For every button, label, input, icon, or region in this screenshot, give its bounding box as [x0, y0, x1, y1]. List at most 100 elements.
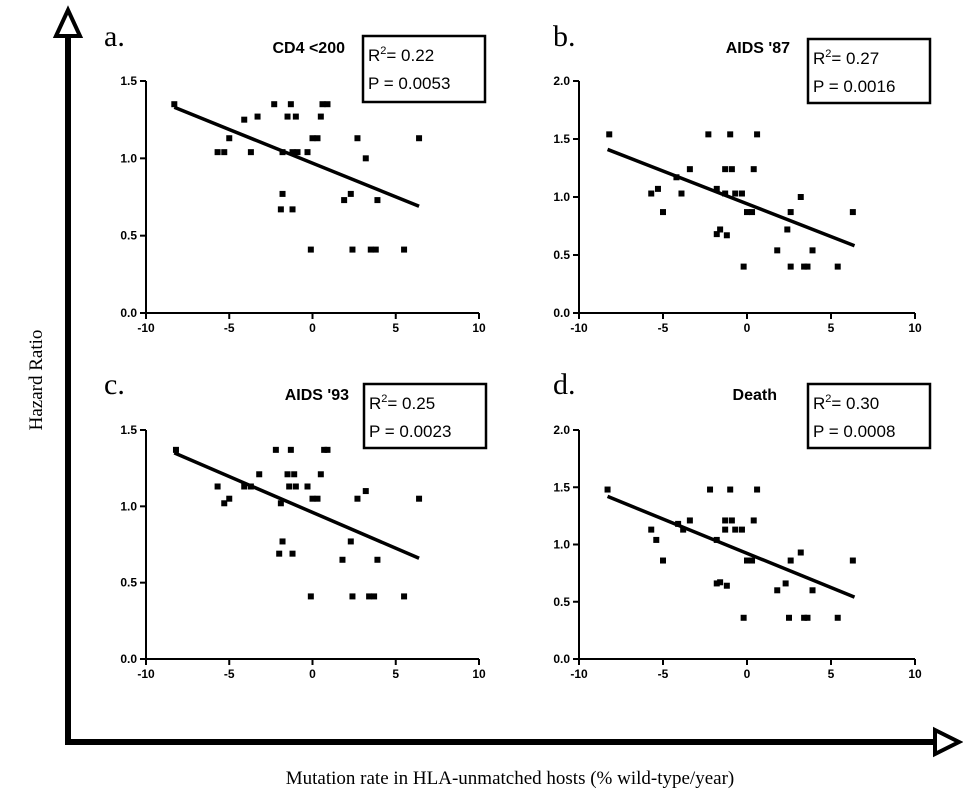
data-point	[750, 517, 757, 524]
data-point	[362, 488, 369, 495]
data-point	[226, 135, 233, 142]
data-point	[678, 190, 685, 197]
data-point	[317, 113, 324, 120]
data-point	[713, 185, 720, 192]
data-point	[416, 495, 423, 502]
regression-line	[606, 494, 856, 599]
data-point	[648, 526, 655, 533]
data-point	[304, 483, 311, 490]
p-value-text: P = 0.0023	[369, 422, 451, 441]
data-point	[289, 206, 296, 213]
data-point	[271, 101, 278, 108]
data-point	[801, 263, 808, 270]
data-point	[287, 446, 294, 453]
data-point	[347, 190, 354, 197]
data-point	[654, 185, 661, 192]
data-point	[728, 517, 735, 524]
x-tick-label: -10	[570, 667, 588, 681]
figure-ylabel: Hazard Ratio	[26, 330, 47, 431]
data-point	[653, 536, 660, 543]
r-squared-text: R2= 0.22	[368, 45, 434, 65]
data-point	[686, 166, 693, 173]
data-point	[786, 614, 792, 621]
data-point	[797, 194, 804, 200]
data-point	[849, 209, 856, 216]
data-point	[732, 526, 739, 533]
data-point	[717, 226, 724, 233]
x-tick-label: -10	[570, 321, 588, 335]
data-point	[738, 526, 745, 533]
data-point	[809, 247, 816, 254]
data-point	[289, 149, 296, 156]
data-point	[349, 593, 356, 600]
r-squared-value: = 0.25	[387, 394, 435, 413]
data-point	[324, 446, 331, 453]
data-point	[256, 471, 263, 478]
data-point	[727, 486, 734, 493]
data-point	[374, 556, 381, 563]
panel-c: 0.0 0.5 1.0 1.5 -10 -5 0 5 10 c. AIDS '93 R2= 0.25 P…	[104, 368, 488, 681]
data-point	[292, 113, 299, 120]
r-squared-text: R2= 0.30	[813, 393, 879, 413]
panel-title: CD4 <200	[273, 40, 346, 57]
x-tick-label: 10	[472, 667, 486, 681]
data-point	[723, 582, 730, 589]
data-point	[371, 593, 378, 600]
data-point	[241, 483, 248, 490]
x-tick-label: 0	[744, 321, 751, 335]
r-symbol: R	[369, 394, 381, 413]
data-point	[401, 593, 408, 600]
data-point	[247, 149, 254, 156]
data-point	[277, 500, 284, 507]
data-point	[713, 231, 720, 238]
r-superscript: 2	[825, 393, 831, 405]
data-point	[749, 209, 756, 216]
data-point	[372, 246, 379, 253]
data-point	[804, 263, 811, 270]
r-squared-text: R2= 0.27	[813, 48, 879, 68]
data-point	[339, 556, 346, 563]
data-point	[314, 495, 321, 502]
data-point	[324, 101, 331, 108]
data-point	[782, 580, 789, 587]
x-tick-label: 0	[309, 321, 316, 335]
data-point	[287, 101, 294, 108]
stats-box	[806, 37, 932, 105]
data-point	[347, 538, 354, 545]
x-tick-label: 5	[828, 321, 835, 335]
x-tick-label: 5	[392, 667, 399, 681]
data-point	[660, 209, 666, 216]
y-tick-label: 0.0	[553, 652, 570, 666]
panel-a: 0.0 0.5 1.0 1.5 -10 -5 0 5 10 a. CD4 <200 R2= 0.22 P…	[104, 20, 487, 335]
data-point	[289, 550, 296, 557]
data-point	[680, 526, 687, 533]
y-tick-label: 0.0	[553, 306, 570, 320]
stats-box	[361, 34, 487, 104]
data-point	[309, 135, 316, 142]
data-point	[304, 149, 311, 156]
data-point	[705, 131, 712, 138]
data-point	[717, 579, 724, 586]
data-point	[292, 483, 299, 490]
x-tick-label: -10	[137, 667, 155, 681]
data-point	[713, 580, 720, 587]
panel-title: Death	[733, 387, 777, 404]
data-point	[787, 209, 794, 216]
data-point	[284, 471, 291, 478]
r-symbol: R	[368, 46, 380, 65]
data-point	[349, 246, 356, 253]
data-point	[660, 557, 666, 564]
y-tick-label: 1.5	[553, 480, 570, 494]
data-point	[754, 131, 761, 138]
data-point	[722, 526, 729, 533]
data-point	[744, 209, 750, 216]
data-point	[221, 500, 228, 507]
panels: 0.00.51.01.5-10 -5 0 5 10a. CD4 <200 R2= 0.22P…	[104, 20, 932, 681]
r-symbol: R	[813, 394, 825, 413]
figure-xlabel: Mutation rate in HLA-unmatched hosts (% …	[286, 768, 735, 789]
data-point	[221, 149, 228, 156]
x-tick-label: 10	[908, 321, 922, 335]
regression-line	[606, 147, 856, 248]
panel-letter: d.	[553, 368, 576, 401]
data-point	[354, 495, 361, 502]
